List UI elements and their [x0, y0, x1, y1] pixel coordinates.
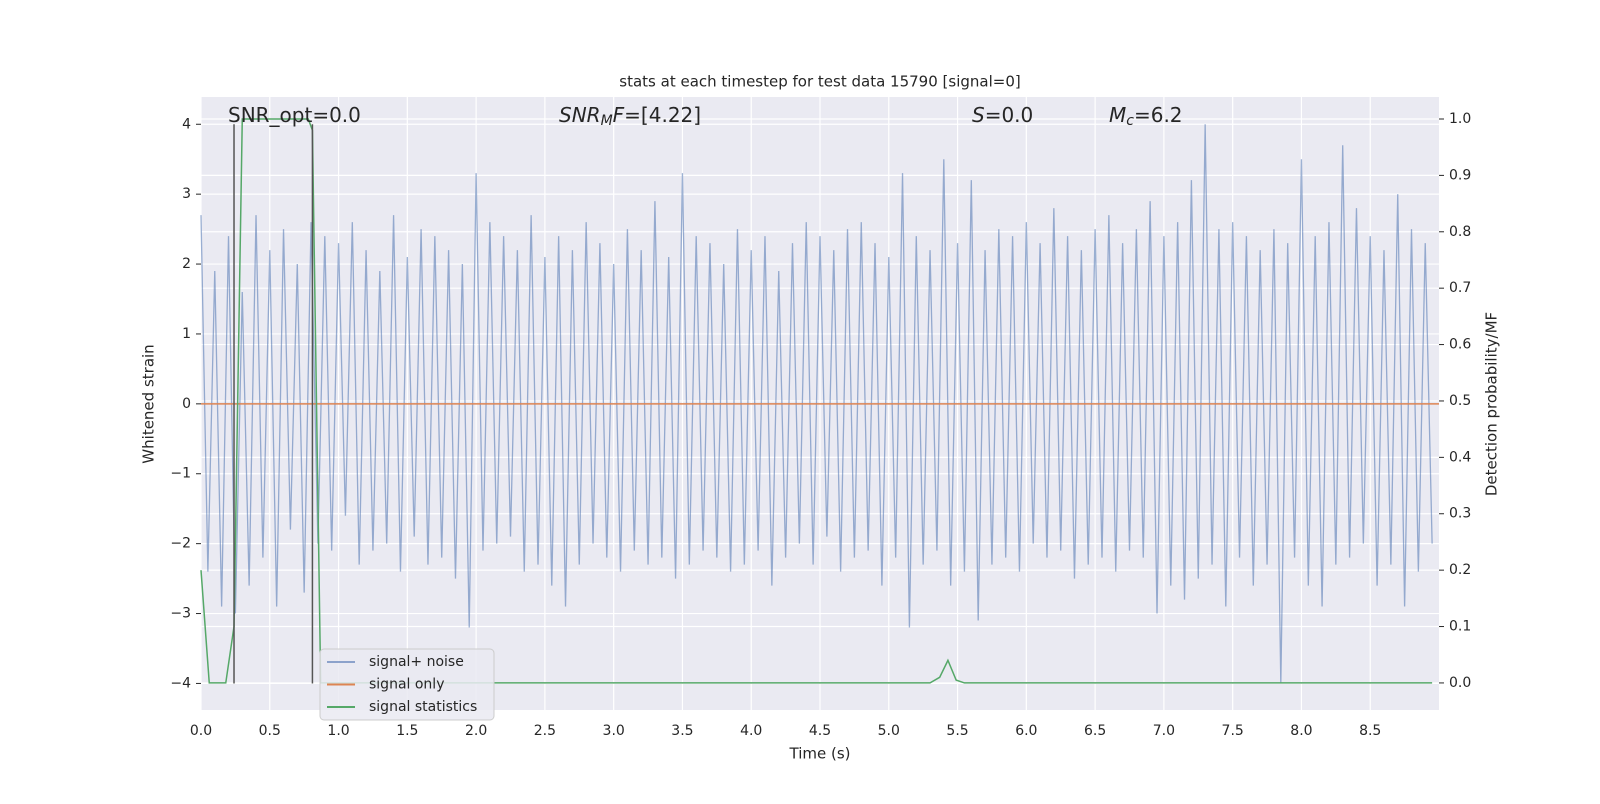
x-tick-label: 5.5 — [946, 723, 968, 739]
y2-tick-label: 0.9 — [1449, 167, 1471, 183]
x-axis-label: Time (s) — [789, 745, 851, 763]
annotation-part: S — [972, 103, 985, 127]
legend-label: signal+ noise — [369, 654, 464, 670]
x-tick-label: 4.0 — [740, 723, 762, 739]
x-tick-label: 3.0 — [603, 723, 625, 739]
x-tick-label: 3.5 — [671, 723, 693, 739]
x-tick-label: 0.0 — [190, 723, 212, 739]
y2-tick-label: 0.5 — [1449, 393, 1471, 409]
y-tick-label: −1 — [170, 466, 191, 482]
x-tick-label: 0.5 — [259, 723, 281, 739]
legend-label: signal statistics — [369, 699, 477, 715]
y-tick-label: 1 — [182, 326, 191, 342]
annotation-part: F — [613, 103, 625, 127]
series-line — [200, 118, 1433, 684]
y2-tick-label: 0.7 — [1449, 280, 1471, 296]
annotation-part: SNR_opt=0.0 — [228, 103, 361, 127]
annotation-part: =0.0 — [985, 103, 1034, 127]
annotation-part: M — [601, 113, 613, 129]
legend-label: signal only — [369, 677, 444, 693]
x-tick-label: 4.5 — [809, 723, 831, 739]
y-tick-label: −2 — [170, 536, 191, 552]
marks — [200, 118, 1439, 684]
y2-tick-label: 0.0 — [1449, 675, 1471, 691]
y-tick-label: 4 — [182, 116, 191, 132]
y-tick-label: 2 — [182, 256, 191, 272]
x-tick-label: 7.5 — [1222, 723, 1244, 739]
y-tick-label: 3 — [182, 186, 191, 202]
x-tick-label: 5.0 — [878, 723, 900, 739]
x-tick-label: 6.5 — [1084, 723, 1106, 739]
annotation: SNR_opt=0.0 — [228, 103, 361, 127]
x-tick-label: 1.5 — [396, 723, 418, 739]
y-tick-label: −4 — [170, 675, 191, 691]
y2-tick-label: 0.8 — [1449, 224, 1471, 240]
x-tick-label: 7.0 — [1153, 723, 1175, 739]
y2-tick-label: 0.1 — [1449, 619, 1471, 635]
series-line — [200, 124, 1433, 684]
y-tick-label: 0 — [182, 396, 191, 412]
y2-tick-label: 0.4 — [1449, 449, 1471, 465]
annotation-part: M — [1109, 103, 1126, 127]
chart-title: stats at each timestep for test data 157… — [619, 73, 1020, 91]
annotation-part: c — [1126, 113, 1134, 129]
y2-tick-label: 0.3 — [1449, 506, 1471, 522]
legend: signal+ noise signal only signal statistic… — [319, 648, 495, 721]
x-tick-label: 8.0 — [1290, 723, 1312, 739]
y2-tick-label: 0.6 — [1449, 337, 1471, 353]
annotation-part: SNR — [559, 103, 601, 127]
y-tick-label: −3 — [170, 606, 191, 622]
y2-axis-label: Detection probability/MF — [1483, 312, 1501, 496]
annotation-part: =[4.22] — [624, 103, 701, 127]
y-axis-label: Whitened strain — [140, 344, 158, 463]
annotation-part: =6.2 — [1134, 103, 1183, 127]
x-tick-label: 8.5 — [1359, 723, 1381, 739]
annotation: S=0.0 — [972, 103, 1033, 127]
y2-tick-label: 1.0 — [1449, 111, 1471, 127]
x-tick-label: 2.0 — [465, 723, 487, 739]
x-tick-label: 6.0 — [1015, 723, 1037, 739]
x-tick-label: 2.5 — [534, 723, 556, 739]
y2-tick-label: 0.2 — [1449, 562, 1471, 578]
legend-box — [319, 648, 495, 721]
annotation: SNRMF=[4.22] — [559, 103, 701, 130]
annotation: Mc=6.2 — [1109, 103, 1183, 130]
x-tick-label: 1.0 — [327, 723, 349, 739]
